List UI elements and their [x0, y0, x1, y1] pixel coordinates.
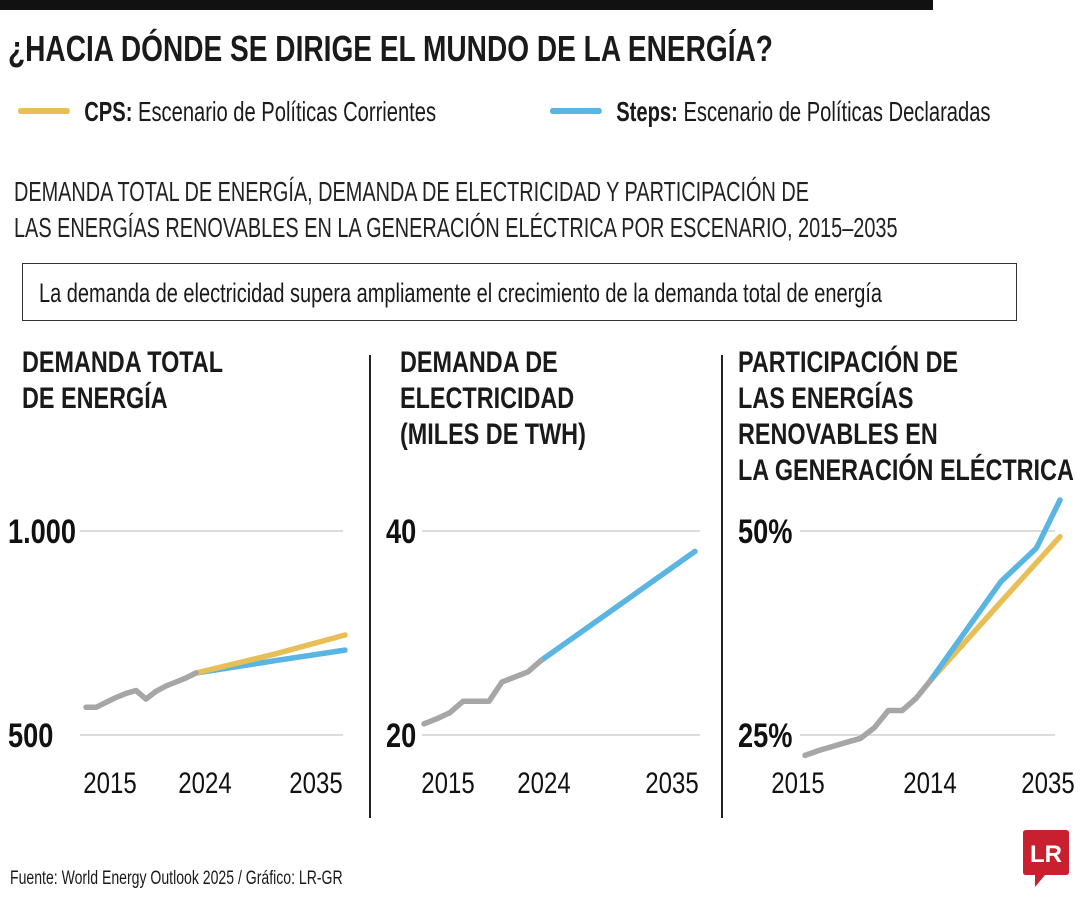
subtitle-line-2: LAS ENERGÍAS RENOVABLES EN LA GENERACIÓN…: [14, 212, 898, 243]
panel-title-electricity-demand: DEMANDA DE ELECTRICIDAD (MILES DE TWH): [400, 345, 586, 453]
series-line-steps: [538, 548, 698, 664]
y-tick-label: 1.000: [8, 512, 76, 551]
callout-box: La demanda de electricidad supera amplia…: [22, 263, 1017, 321]
series-line-cps: [927, 533, 1063, 684]
x-tick-label: 2035: [645, 765, 698, 799]
historical-line: [421, 657, 544, 727]
svg-text:LR: LR: [1030, 841, 1062, 868]
x-tick-label: 2015: [83, 765, 136, 799]
title-line: ELECTRICIDAD: [400, 382, 575, 415]
y-tick-label: 25%: [738, 716, 792, 755]
panel-title-energy-demand: DEMANDA TOTAL DE ENERGÍA: [22, 345, 223, 417]
title-line: DE ENERGÍA: [22, 382, 168, 415]
top-bar: [0, 0, 933, 10]
legend-key: Steps:: [616, 96, 678, 127]
legend-label: Escenario de Políticas Declaradas: [683, 96, 991, 127]
title-line: LAS ENERGÍAS: [738, 382, 914, 415]
legend-item-steps: Steps: Escenario de Políticas Declaradas: [550, 96, 991, 128]
historical-line: [83, 670, 199, 711]
title-line: PARTICIPACIÓN DE: [738, 346, 959, 379]
page-title: ¿HACIA DÓNDE SE DIRIGE EL MUNDO DE LA EN…: [8, 28, 773, 69]
title-line: RENOVABLES EN: [738, 418, 938, 451]
y-tick-label: 20: [386, 716, 416, 755]
callout-text: La demanda de electricidad supera amplia…: [39, 278, 883, 308]
legend-label: Escenario de Políticas Corrientes: [138, 96, 437, 127]
title-line: (MILES DE TWH): [400, 418, 586, 451]
x-tick-label: 2014: [903, 765, 956, 799]
title-line: DEMANDA TOTAL: [22, 346, 224, 379]
legend-swatch-cps: [18, 107, 70, 114]
y-tick-label: 500: [8, 716, 53, 755]
x-tick-label: 2024: [517, 765, 570, 799]
historical-line: [802, 678, 933, 759]
panel-divider: [369, 355, 371, 818]
x-tick-label: 2015: [771, 765, 824, 799]
legend-key: CPS:: [84, 96, 133, 127]
title-line: DEMANDA DE: [400, 346, 558, 379]
x-tick-label: 2035: [289, 765, 342, 799]
subtitle-line-1: DEMANDA TOTAL DE ENERGÍA, DEMANDA DE ELE…: [14, 176, 810, 207]
title-line: LA GENERACIÓN ELÉCTRICA: [738, 454, 1074, 487]
y-tick-label: 50%: [738, 512, 792, 551]
legend-swatch-steps: [550, 107, 602, 114]
x-tick-label: 2035: [1021, 765, 1074, 799]
legend-item-cps: CPS: Escenario de Políticas Corrientes: [18, 96, 436, 128]
x-tick-label: 2024: [178, 765, 231, 799]
y-tick-label: 40: [386, 512, 416, 551]
x-tick-label: 2015: [421, 765, 474, 799]
lr-logo: LR: [1023, 830, 1069, 887]
series-line-steps: [927, 497, 1063, 684]
panel-title-renewables-share: PARTICIPACIÓN DE LAS ENERGÍAS RENOVABLES…: [738, 345, 1074, 489]
series-line-cps: [193, 632, 348, 676]
panel-divider: [721, 355, 723, 818]
source-footer: Fuente: World Energy Outlook 2025 / Gráf…: [10, 868, 343, 889]
